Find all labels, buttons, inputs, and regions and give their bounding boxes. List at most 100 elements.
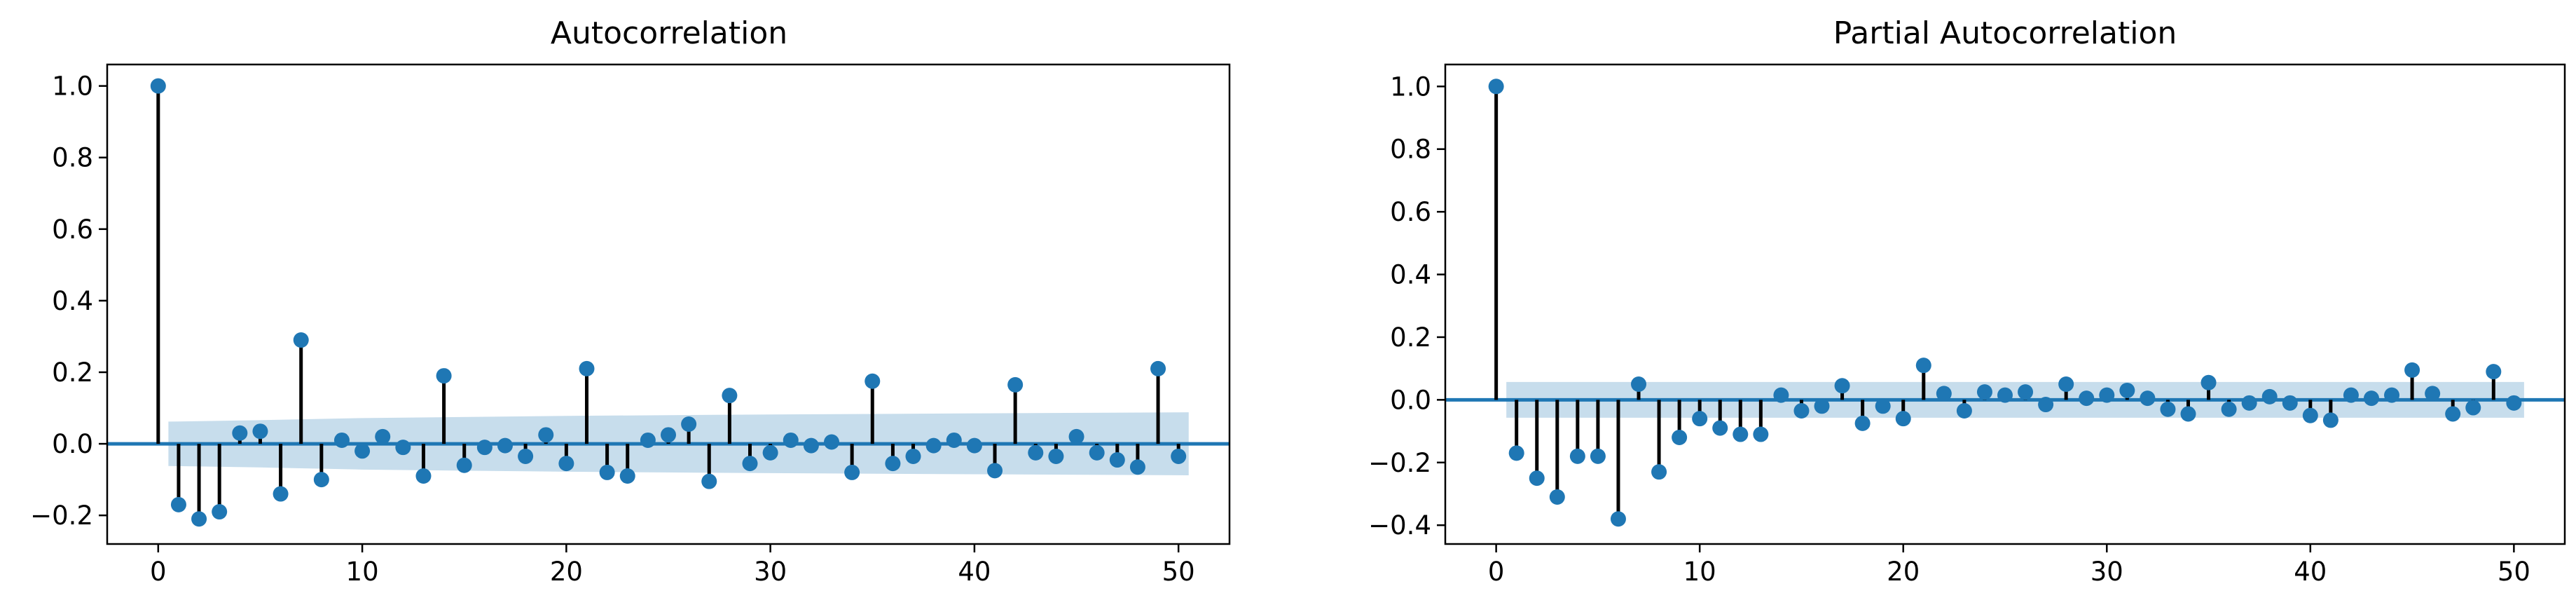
autocorrelation-point-lag-14 xyxy=(436,368,452,384)
partial-autocorrelation-point-lag-36 xyxy=(2221,401,2237,417)
autocorrelation-point-lag-45 xyxy=(1068,428,1084,444)
partial-autocorrelation-point-lag-13 xyxy=(1753,426,1769,442)
partial-autocorrelation-x-tick-label-40: 40 xyxy=(2294,557,2327,587)
autocorrelation-point-lag-6 xyxy=(273,486,289,502)
partial-autocorrelation-point-lag-10 xyxy=(1692,411,1708,427)
partial-autocorrelation-point-lag-35 xyxy=(2200,374,2217,390)
autocorrelation-point-lag-25 xyxy=(661,427,676,443)
autocorrelation-point-lag-22 xyxy=(599,464,615,480)
partial-autocorrelation-point-lag-6 xyxy=(1610,511,1626,527)
partial-autocorrelation-point-lag-29 xyxy=(2079,390,2095,407)
autocorrelation-point-lag-23 xyxy=(619,468,635,484)
partial-autocorrelation-point-lag-5 xyxy=(1590,448,1606,464)
partial-autocorrelation-point-lag-8 xyxy=(1651,464,1667,480)
partial-autocorrelation-point-lag-42 xyxy=(2343,387,2359,403)
partial-autocorrelation-point-lag-47 xyxy=(2445,406,2461,422)
partial-autocorrelation-point-lag-39 xyxy=(2282,395,2298,411)
autocorrelation-point-lag-8 xyxy=(313,472,329,488)
partial-autocorrelation-panel: Partial Autocorrelation 0 10 20 30 40 50 −0.4… xyxy=(1368,15,2566,587)
partial-autocorrelation-point-lag-41 xyxy=(2322,412,2339,428)
partial-autocorrelation-point-lag-28 xyxy=(2058,376,2074,392)
autocorrelation-point-lag-31 xyxy=(783,432,799,448)
autocorrelation-point-lag-35 xyxy=(865,373,881,389)
partial-autocorrelation-point-lag-32 xyxy=(2140,390,2156,407)
partial-autocorrelation-point-lag-1 xyxy=(1508,445,1524,461)
partial-autocorrelation-x-tick-label-0: 0 xyxy=(1488,557,1505,587)
partial-autocorrelation-point-lag-46 xyxy=(2425,386,2441,402)
partial-autocorrelation-point-lag-3 xyxy=(1549,489,1565,505)
partial-autocorrelation-point-lag-27 xyxy=(2038,397,2054,413)
autocorrelation-point-lag-19 xyxy=(538,427,554,443)
partial-autocorrelation-point-lag-15 xyxy=(1793,403,1810,419)
partial-autocorrelation-point-lag-11 xyxy=(1712,420,1728,436)
autocorrelation-point-lag-4 xyxy=(232,425,248,441)
partial-autocorrelation-point-lag-23 xyxy=(1956,403,1972,419)
partial-autocorrelation-point-lag-17 xyxy=(1834,378,1850,394)
partial-autocorrelation-x-tick-label-10: 10 xyxy=(1683,557,1716,587)
autocorrelation-x-tick-label-30: 30 xyxy=(754,557,787,587)
partial-autocorrelation-point-lag-9 xyxy=(1672,430,1688,445)
autocorrelation-point-lag-12 xyxy=(395,440,411,456)
autocorrelation-x-axis: 0 10 20 30 40 50 xyxy=(150,544,1195,587)
partial-autocorrelation-point-lag-38 xyxy=(2261,388,2278,404)
autocorrelation-point-lag-16 xyxy=(476,440,493,456)
autocorrelation-point-lag-11 xyxy=(375,428,391,444)
autocorrelation-point-lag-28 xyxy=(722,388,738,404)
partial-autocorrelation-point-lag-4 xyxy=(1569,448,1585,464)
partial-autocorrelation-point-lag-14 xyxy=(1773,387,1789,403)
partial-autocorrelation-x-tick-label-30: 30 xyxy=(2091,557,2123,587)
autocorrelation-point-lag-50 xyxy=(1171,448,1187,464)
autocorrelation-point-lag-2 xyxy=(191,511,207,527)
autocorrelation-y-tick-label-2: 0.2 xyxy=(52,358,93,388)
autocorrelation-panel: Autocorrelation 0 10 20 30 40 50 −0.2 0.0 0.2 0.… xyxy=(30,15,1231,587)
partial-autocorrelation-y-tick-label-6: 0.8 xyxy=(1390,135,1431,165)
autocorrelation-point-lag-17 xyxy=(497,437,513,454)
partial-autocorrelation-y-tick-label-3: 0.2 xyxy=(1390,322,1431,353)
autocorrelation-markers xyxy=(150,78,1187,527)
partial-autocorrelation-axes-frame xyxy=(1444,63,2566,545)
autocorrelation-y-tick-label-0: −0.2 xyxy=(30,501,93,531)
partial-autocorrelation-y-tick-label-2: 0.0 xyxy=(1390,385,1431,415)
autocorrelation-x-tick-label-20: 20 xyxy=(550,557,583,587)
partial-autocorrelation-point-lag-19 xyxy=(1875,398,1891,414)
partial-autocorrelation-x-tick-label-50: 50 xyxy=(2498,557,2530,587)
autocorrelation-point-lag-32 xyxy=(803,437,819,454)
partial-autocorrelation-point-lag-30 xyxy=(2099,387,2115,403)
partial-autocorrelation-y-tick-label-1: −0.2 xyxy=(1368,448,1431,478)
autocorrelation-x-tick-label-40: 40 xyxy=(958,557,991,587)
autocorrelation-x-tick-label-0: 0 xyxy=(150,557,167,587)
autocorrelation-point-lag-5 xyxy=(252,423,268,440)
autocorrelation-point-lag-18 xyxy=(518,448,534,464)
autocorrelation-point-lag-24 xyxy=(640,432,656,448)
partial-autocorrelation-point-lag-25 xyxy=(1997,387,2013,403)
autocorrelation-y-axis: −0.2 0.0 0.2 0.4 0.6 0.8 1.0 xyxy=(30,72,107,531)
partial-autocorrelation-y-tick-label-7: 1.0 xyxy=(1390,72,1431,102)
partial-autocorrelation-point-lag-7 xyxy=(1631,376,1647,392)
autocorrelation-point-lag-48 xyxy=(1129,459,1145,475)
autocorrelation-point-lag-9 xyxy=(333,432,350,448)
autocorrelation-y-tick-label-6: 1.0 xyxy=(52,72,93,102)
autocorrelation-y-tick-label-1: 0.0 xyxy=(52,429,93,459)
partial-autocorrelation-x-tick-label-20: 20 xyxy=(1887,557,1920,587)
autocorrelation-point-lag-30 xyxy=(762,444,778,461)
partial-autocorrelation-point-lag-22 xyxy=(1936,386,1952,402)
partial-autocorrelation-point-lag-26 xyxy=(2018,384,2034,400)
autocorrelation-point-lag-34 xyxy=(844,464,860,480)
partial-autocorrelation-point-lag-20 xyxy=(1895,411,1911,427)
autocorrelation-point-lag-41 xyxy=(987,463,1003,479)
partial-autocorrelation-y-tick-label-5: 0.6 xyxy=(1390,197,1431,227)
partial-autocorrelation-point-lag-24 xyxy=(1976,384,1992,400)
partial-autocorrelation-title: Partial Autocorrelation xyxy=(1833,15,2177,51)
autocorrelation-x-tick-label-50: 50 xyxy=(1162,557,1195,587)
autocorrelation-point-lag-38 xyxy=(925,437,942,454)
partial-autocorrelation-point-lag-18 xyxy=(1854,415,1871,431)
partial-autocorrelation-point-lag-16 xyxy=(1814,398,1830,414)
autocorrelation-point-lag-26 xyxy=(681,416,697,432)
partial-autocorrelation-y-axis: −0.4 −0.2 0.0 0.2 0.4 0.6 0.8 1.0 xyxy=(1368,72,1445,540)
autocorrelation-point-lag-20 xyxy=(558,456,574,472)
autocorrelation-point-lag-37 xyxy=(905,448,921,464)
partial-autocorrelation-y-tick-label-0: −0.4 xyxy=(1368,510,1431,540)
autocorrelation-point-lag-21 xyxy=(579,360,595,376)
